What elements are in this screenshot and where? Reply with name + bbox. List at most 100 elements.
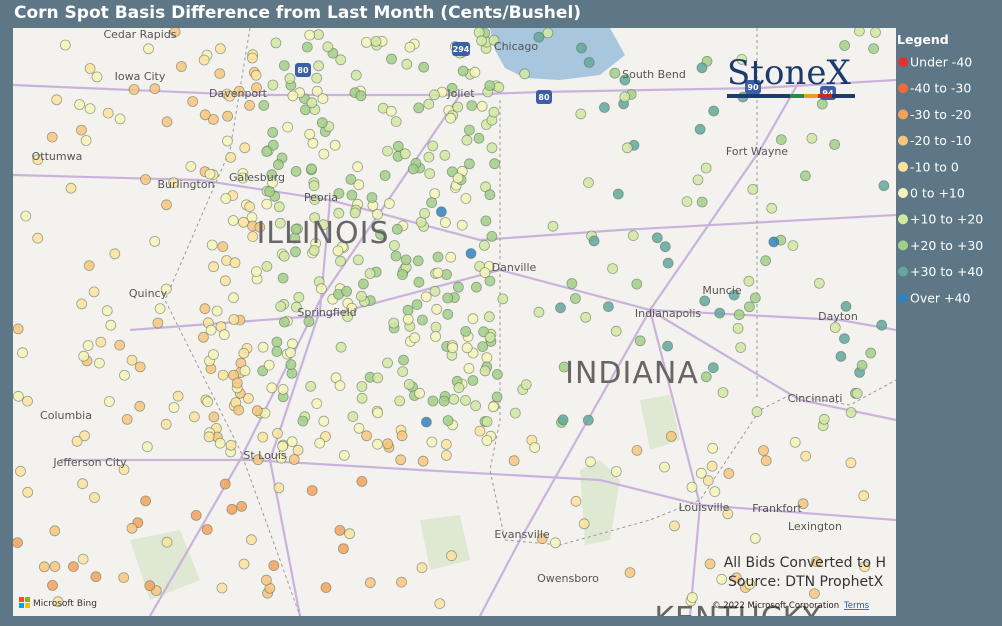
state-label: ILLINOIS xyxy=(256,216,389,251)
bid-point xyxy=(420,291,432,303)
bid-point xyxy=(859,561,870,573)
bid-point xyxy=(416,314,428,326)
bid-point xyxy=(575,108,587,120)
bid-point xyxy=(550,537,561,549)
bid-point xyxy=(304,29,316,41)
bid-point xyxy=(818,413,830,425)
bid-point xyxy=(47,580,58,591)
bid-point xyxy=(760,455,772,467)
bid-point xyxy=(442,292,454,304)
bid-point xyxy=(835,350,847,362)
bid-point xyxy=(429,188,441,200)
bid-point xyxy=(728,289,740,301)
bid-point xyxy=(461,134,473,146)
bid-point xyxy=(102,107,114,119)
bid-point xyxy=(288,454,300,465)
bid-point xyxy=(423,98,435,110)
bid-point xyxy=(407,163,419,175)
bid-point xyxy=(175,61,187,72)
bid-point xyxy=(488,106,500,118)
bid-point xyxy=(533,306,545,318)
bid-point xyxy=(78,350,90,362)
bid-point xyxy=(126,522,138,534)
bid-point xyxy=(851,388,863,399)
bid-point xyxy=(49,525,61,537)
terms-link[interactable]: Terms xyxy=(843,601,870,611)
bid-point xyxy=(430,331,442,342)
bid-point xyxy=(390,116,402,127)
bid-point xyxy=(775,134,787,146)
legend-label: +30 to +40 xyxy=(910,264,983,279)
bid-point xyxy=(225,151,237,163)
legend: Under -40 -40 to -30 -30 to -20 -20 to -10 -… xyxy=(898,55,983,305)
city-label: Lexington xyxy=(788,520,842,533)
bid-point xyxy=(809,588,820,599)
bid-point xyxy=(747,183,759,195)
bid-point xyxy=(491,368,503,380)
bid-point xyxy=(413,276,425,288)
bid-point xyxy=(619,91,631,103)
bid-point xyxy=(681,196,693,208)
bid-point xyxy=(293,291,305,303)
city-label: Danville xyxy=(492,261,537,274)
bid-point xyxy=(397,269,408,280)
bid-point xyxy=(76,298,88,310)
bid-point xyxy=(32,232,44,244)
bid-point xyxy=(583,57,595,68)
bid-point xyxy=(250,266,262,278)
logo-text: StoneX xyxy=(727,53,851,93)
bid-point xyxy=(239,142,251,154)
bid-point xyxy=(466,100,478,111)
bid-point xyxy=(474,425,486,437)
bid-point xyxy=(700,162,712,174)
bid-point xyxy=(452,172,464,184)
bid-point xyxy=(233,85,245,97)
bid-point xyxy=(118,464,130,476)
bid-point xyxy=(366,192,378,203)
bid-point xyxy=(382,145,393,157)
bid-point xyxy=(104,396,115,407)
bid-point xyxy=(484,189,496,201)
bid-point xyxy=(766,202,778,214)
bid-point xyxy=(308,180,320,192)
bid-point xyxy=(353,422,365,434)
bid-point xyxy=(665,430,677,442)
bid-point xyxy=(395,454,407,466)
bid-point xyxy=(419,207,431,219)
bid-point xyxy=(520,379,532,391)
bid-point xyxy=(134,361,146,373)
bid-point xyxy=(306,163,317,175)
bid-point xyxy=(385,105,397,117)
bid-point xyxy=(260,574,272,586)
bid-point xyxy=(662,340,673,352)
bid-point xyxy=(692,174,704,186)
bid-point xyxy=(854,28,865,37)
bid-point xyxy=(440,449,452,461)
bid-point xyxy=(217,241,229,253)
bid-point xyxy=(662,257,674,269)
bid-point xyxy=(463,158,475,170)
bid-point xyxy=(481,435,493,446)
bid-point xyxy=(20,210,32,222)
bid-point xyxy=(731,572,742,584)
bid-point xyxy=(708,105,720,117)
bid-point xyxy=(15,465,26,477)
legend-label: -40 to -30 xyxy=(910,81,971,96)
bid-point xyxy=(789,436,801,448)
bid-point xyxy=(760,255,771,267)
bid-point xyxy=(631,278,643,290)
bid-point xyxy=(439,149,451,161)
bid-point xyxy=(285,359,297,371)
bid-point xyxy=(845,457,857,469)
bid-point xyxy=(669,520,680,532)
bid-point xyxy=(315,283,327,295)
bid-point xyxy=(273,482,285,494)
bid-point xyxy=(706,460,718,472)
bid-point xyxy=(160,283,172,295)
bid-point xyxy=(114,339,126,351)
bid-point xyxy=(261,198,273,210)
bid-point xyxy=(427,395,439,407)
bid-point xyxy=(813,277,825,289)
bid-point xyxy=(390,250,402,262)
bid-point xyxy=(461,342,473,354)
